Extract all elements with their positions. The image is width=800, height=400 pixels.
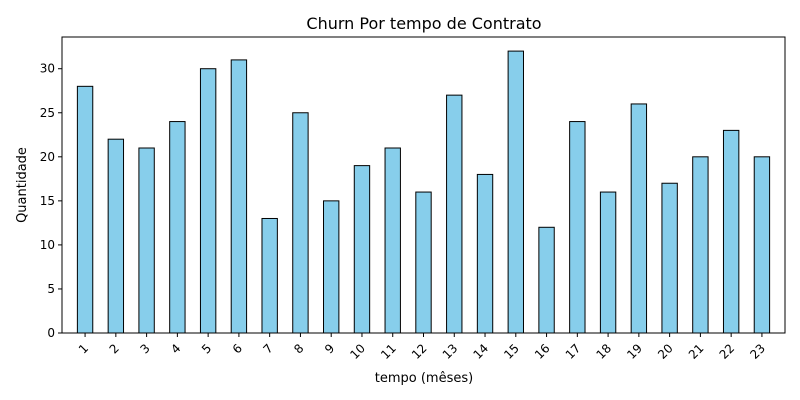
bar-7 — [261, 217, 278, 334]
x-axis-ticks: 1 2 3 4 5 6 7 8 9 10 11 12 13 14 15 16 17 18 19 20 21 22 23 — [76, 333, 768, 362]
bar-8 — [292, 112, 309, 334]
x-tick-label-12: 12 — [409, 341, 430, 362]
bar-21 — [692, 156, 709, 334]
x-tick-label-15: 15 — [501, 341, 522, 362]
bar-9 — [323, 200, 340, 334]
x-tick-label-13: 13 — [440, 341, 461, 362]
bar-19 — [630, 103, 648, 334]
x-tick-label-19: 19 — [624, 341, 645, 362]
bar-14 — [476, 173, 494, 334]
x-tick-label-7: 7 — [260, 341, 275, 356]
y-tick-label: 30 — [40, 62, 55, 76]
bar-13 — [446, 94, 463, 334]
y-tick-label: 10 — [40, 238, 55, 252]
x-tick-label-17: 17 — [563, 341, 584, 362]
y-axis-ticks: 0 5 10 15 20 25 30 — [40, 62, 62, 340]
bar-15 — [507, 50, 524, 334]
x-tick-label-18: 18 — [594, 341, 615, 362]
bar-16 — [538, 226, 555, 334]
y-tick-label: 25 — [40, 106, 55, 120]
x-tick-label-14: 14 — [470, 341, 491, 362]
x-tick-label-11: 11 — [378, 341, 399, 362]
y-tick-label: 15 — [40, 194, 55, 208]
x-tick-label-9: 9 — [322, 341, 337, 356]
bar-1 — [76, 85, 94, 334]
x-tick-label-23: 23 — [747, 341, 768, 362]
chart-title: Churn Por tempo de Contrato — [306, 14, 541, 33]
bar-20 — [661, 182, 678, 334]
x-tick-label-10: 10 — [347, 341, 368, 362]
x-tick-label-22: 22 — [717, 341, 738, 362]
bar-18 — [599, 191, 617, 334]
x-tick-label-16: 16 — [532, 341, 553, 362]
bar-2 — [107, 138, 125, 334]
x-tick-label-1: 1 — [76, 341, 91, 356]
bar-3 — [138, 147, 155, 334]
bar-6 — [230, 59, 248, 334]
x-axis-label: tempo (mêses) — [375, 371, 473, 386]
x-tick-label-8: 8 — [291, 341, 306, 356]
x-tick-label-20: 20 — [655, 341, 676, 362]
bar-4 — [169, 121, 186, 334]
x-tick-label-6: 6 — [230, 341, 245, 356]
bar-12 — [415, 191, 432, 334]
bar-22 — [722, 129, 740, 334]
y-tick-label: 20 — [40, 150, 55, 164]
y-tick-label: 5 — [47, 282, 55, 296]
bar-11 — [384, 147, 401, 334]
y-axis-label: Quantidade — [15, 147, 30, 223]
x-tick-label-4: 4 — [168, 341, 183, 356]
plot-frame — [61, 36, 786, 334]
x-tick-label-2: 2 — [107, 341, 122, 356]
bar-10 — [353, 165, 371, 334]
x-tick-label-5: 5 — [199, 341, 214, 356]
x-tick-label-3: 3 — [137, 341, 152, 356]
y-tick-label: 0 — [47, 326, 55, 340]
bars-group — [76, 50, 771, 334]
bar-5 — [199, 68, 217, 334]
x-tick-label-21: 21 — [686, 341, 707, 362]
bar-23 — [753, 156, 771, 334]
bar-17 — [569, 121, 586, 334]
